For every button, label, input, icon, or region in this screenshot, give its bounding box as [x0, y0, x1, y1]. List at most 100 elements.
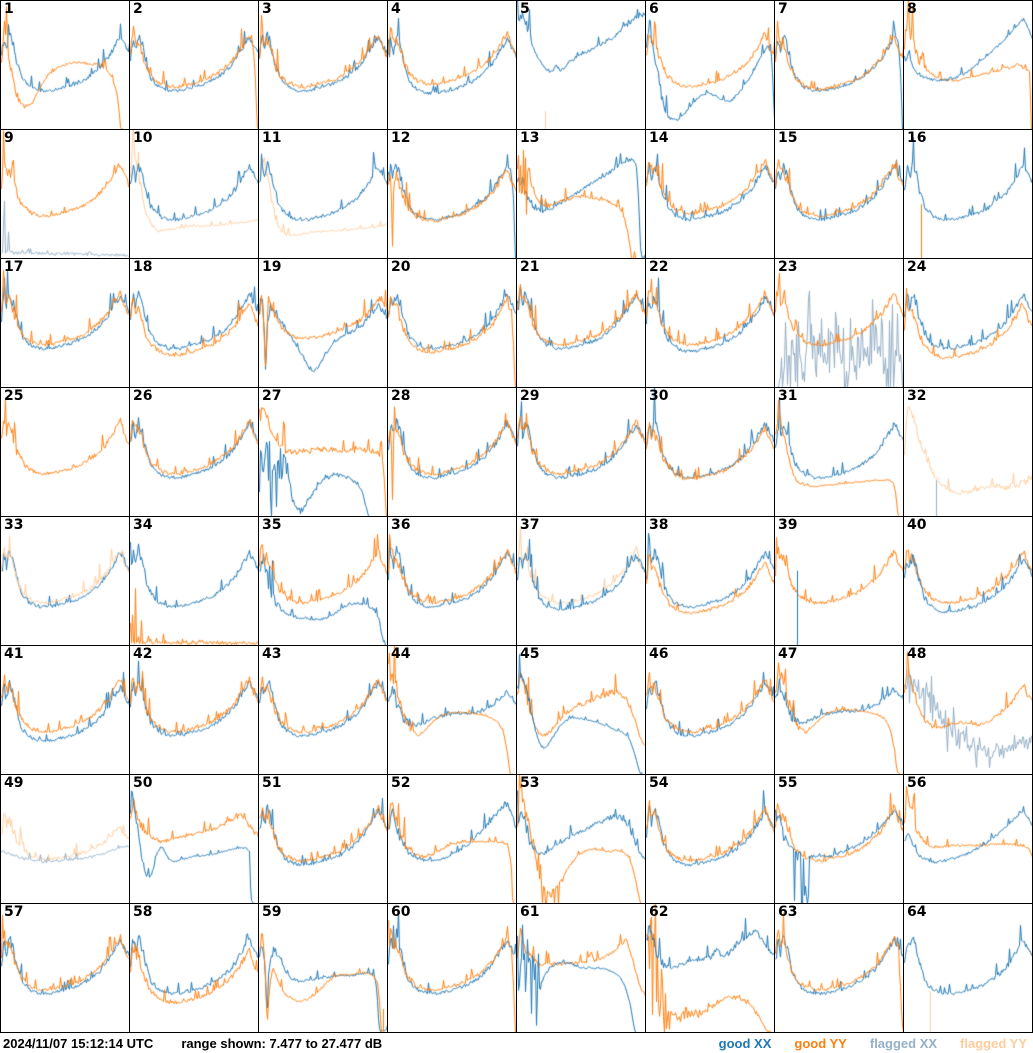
spectrum-panel-8: 8 — [903, 0, 1032, 129]
spectrum-panel-21: 21 — [516, 258, 645, 387]
spectrum-canvas — [646, 517, 774, 645]
spectrum-canvas — [388, 388, 516, 516]
spectrum-panel-23: 23 — [774, 258, 903, 387]
panel-number: 8 — [907, 1, 917, 17]
panel-number: 12 — [391, 130, 411, 146]
panel-number: 2 — [133, 1, 143, 17]
spectrum-canvas — [1, 775, 129, 903]
spectrum-canvas — [130, 130, 258, 258]
panel-number: 15 — [778, 130, 798, 146]
spectrum-panel-1: 1 — [0, 0, 129, 129]
panel-number: 27 — [262, 388, 282, 404]
spectrum-canvas — [130, 904, 258, 1032]
spectrum-canvas — [646, 388, 774, 516]
panel-number: 46 — [649, 646, 669, 662]
legend-flagged-yy: flagged YY — [960, 1035, 1027, 1051]
spectrum-canvas — [1, 388, 129, 516]
spectrum-canvas — [775, 388, 903, 516]
panel-number: 28 — [391, 388, 411, 404]
spectrum-canvas — [517, 646, 645, 774]
spectrum-canvas — [775, 130, 903, 258]
panel-number: 45 — [520, 646, 540, 662]
spectrum-panel-3: 3 — [258, 0, 387, 129]
spectrum-canvas — [388, 130, 516, 258]
spectrum-panel-44: 44 — [387, 645, 516, 774]
panel-number: 60 — [391, 904, 411, 920]
panel-number: 57 — [4, 904, 24, 920]
panel-number: 22 — [649, 259, 669, 275]
panel-number: 23 — [778, 259, 798, 275]
spectrum-canvas — [646, 904, 774, 1032]
spectrum-panel-46: 46 — [645, 645, 774, 774]
spectrum-canvas — [517, 775, 645, 903]
spectrum-canvas — [517, 517, 645, 645]
spectrum-canvas — [904, 259, 1032, 387]
spectrum-panel-11: 11 — [258, 129, 387, 258]
spectrum-canvas — [646, 775, 774, 903]
spectrum-panel-12: 12 — [387, 129, 516, 258]
panel-number: 35 — [262, 517, 282, 533]
panel-number: 44 — [391, 646, 411, 662]
spectrum-panel-25: 25 — [0, 387, 129, 516]
spectrum-canvas — [259, 646, 387, 774]
spectrum-panel-18: 18 — [129, 258, 258, 387]
panel-number: 47 — [778, 646, 798, 662]
panel-number: 53 — [520, 775, 540, 791]
spectrum-panel-17: 17 — [0, 258, 129, 387]
panel-number: 64 — [907, 904, 927, 920]
panel-number: 37 — [520, 517, 540, 533]
panel-number: 21 — [520, 259, 540, 275]
panel-number: 7 — [778, 1, 788, 17]
spectrum-canvas — [259, 130, 387, 258]
spectrum-canvas — [130, 1, 258, 129]
spectrum-panel-10: 10 — [129, 129, 258, 258]
spectrum-canvas — [259, 388, 387, 516]
spectrum-panel-19: 19 — [258, 258, 387, 387]
panel-number: 52 — [391, 775, 411, 791]
spectrum-panel-53: 53 — [516, 774, 645, 903]
spectrum-panel-30: 30 — [645, 387, 774, 516]
spectrum-panel-5: 5 — [516, 0, 645, 129]
panel-number: 19 — [262, 259, 282, 275]
spectrum-canvas — [388, 517, 516, 645]
spectrum-canvas — [646, 130, 774, 258]
spectrum-panel-39: 39 — [774, 516, 903, 645]
panel-number: 33 — [4, 517, 24, 533]
spectrum-canvas — [388, 259, 516, 387]
spectrum-panel-7: 7 — [774, 0, 903, 129]
spectrum-canvas — [259, 1, 387, 129]
spectrum-canvas — [904, 646, 1032, 774]
panel-number: 18 — [133, 259, 153, 275]
range-label: range shown: 7.477 to 27.477 dB — [181, 1035, 383, 1051]
spectrum-canvas — [130, 775, 258, 903]
spectrum-canvas — [1, 1, 129, 129]
spectrum-canvas — [517, 1, 645, 129]
spectrum-canvas — [388, 1, 516, 129]
panel-number: 13 — [520, 130, 540, 146]
spectrum-canvas — [646, 259, 774, 387]
spectrum-panel-20: 20 — [387, 258, 516, 387]
spectrum-panel-42: 42 — [129, 645, 258, 774]
spectrum-canvas — [517, 259, 645, 387]
panel-number: 30 — [649, 388, 669, 404]
panel-number: 11 — [262, 130, 282, 146]
legend: good XX good YY flagged XX flagged YY — [719, 1036, 1027, 1051]
panel-number: 3 — [262, 1, 272, 17]
panel-number: 5 — [520, 1, 530, 17]
spectrum-panel-57: 57 — [0, 903, 129, 1032]
panel-number: 51 — [262, 775, 282, 791]
legend-good-xx: good XX — [718, 1035, 772, 1051]
panel-number: 9 — [4, 130, 14, 146]
spectrum-canvas — [1, 904, 129, 1032]
spectrum-canvas — [1, 517, 129, 645]
spectrum-canvas — [130, 388, 258, 516]
panel-number: 32 — [907, 388, 927, 404]
spectrum-panel-36: 36 — [387, 516, 516, 645]
spectrum-canvas — [904, 517, 1032, 645]
panel-number: 58 — [133, 904, 153, 920]
spectrum-panel-22: 22 — [645, 258, 774, 387]
spectrum-panel-29: 29 — [516, 387, 645, 516]
spectrum-canvas — [775, 646, 903, 774]
panel-number: 14 — [649, 130, 669, 146]
